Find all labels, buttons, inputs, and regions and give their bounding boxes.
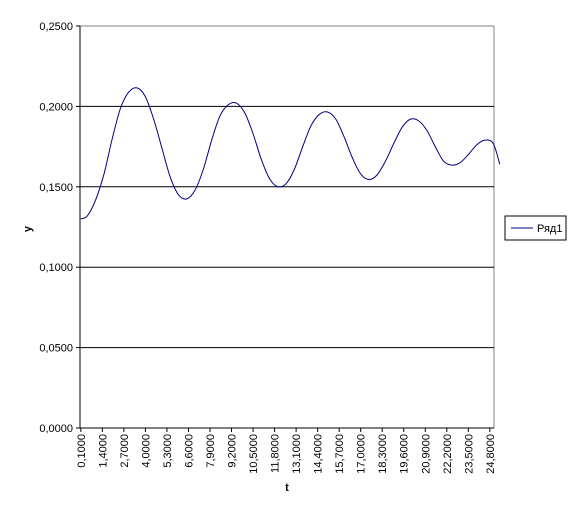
x-tick-label: 20,9000 bbox=[420, 434, 432, 474]
x-tick-label: 18,3000 bbox=[377, 434, 389, 474]
x-tick-label: 22,2000 bbox=[442, 434, 454, 474]
legend: Ряд1 bbox=[504, 215, 567, 241]
x-tick-label: 10,5000 bbox=[248, 434, 260, 474]
y-tick-label: 0,0500 bbox=[39, 343, 73, 355]
x-tick-label: 9,2000 bbox=[227, 434, 239, 468]
x-tick-label: 23,5000 bbox=[463, 434, 475, 474]
y-tick-label: 0,2000 bbox=[39, 101, 73, 113]
x-axis-ticks: 0,1000 1,4000 2,7000 4,0000 5,3000 6,6000 7,90… bbox=[76, 428, 497, 474]
y-tick-label: 0,1500 bbox=[39, 182, 73, 194]
x-tick-label: 1,4000 bbox=[97, 434, 109, 468]
series-line bbox=[80, 87, 501, 220]
x-tick-label: 7,9000 bbox=[205, 434, 217, 468]
y-axis-ticks: 0,0000 0,0500 0,1000 0,1500 0,2000 0,2500 bbox=[39, 21, 80, 435]
series-group bbox=[80, 87, 501, 220]
x-tick-label: 24,8000 bbox=[485, 434, 497, 474]
x-tick-label: 11,8000 bbox=[270, 434, 282, 473]
x-tick-label: 14,4000 bbox=[313, 434, 325, 474]
x-axis-title: t bbox=[285, 482, 289, 494]
x-tick-label: 0,1000 bbox=[76, 434, 88, 468]
x-tick-label: 17,0000 bbox=[356, 434, 368, 474]
y-axis-title: y bbox=[22, 225, 34, 232]
legend-label: Ряд1 bbox=[537, 223, 562, 235]
x-tick-label: 13,1000 bbox=[291, 434, 303, 474]
x-tick-label: 4,0000 bbox=[140, 434, 152, 468]
y-tick-label: 0,1000 bbox=[39, 262, 73, 274]
x-tick-label: 2,7000 bbox=[119, 434, 131, 468]
x-tick-label: 5,3000 bbox=[162, 434, 174, 468]
x-tick-label: 15,7000 bbox=[334, 434, 346, 474]
x-tick-label: 19,6000 bbox=[399, 434, 411, 474]
x-tick-label: 6,6000 bbox=[183, 434, 195, 468]
y-tick-label: 0,2500 bbox=[39, 21, 73, 33]
plot-area bbox=[79, 25, 495, 429]
y-tick-label: 0,0000 bbox=[39, 423, 73, 435]
